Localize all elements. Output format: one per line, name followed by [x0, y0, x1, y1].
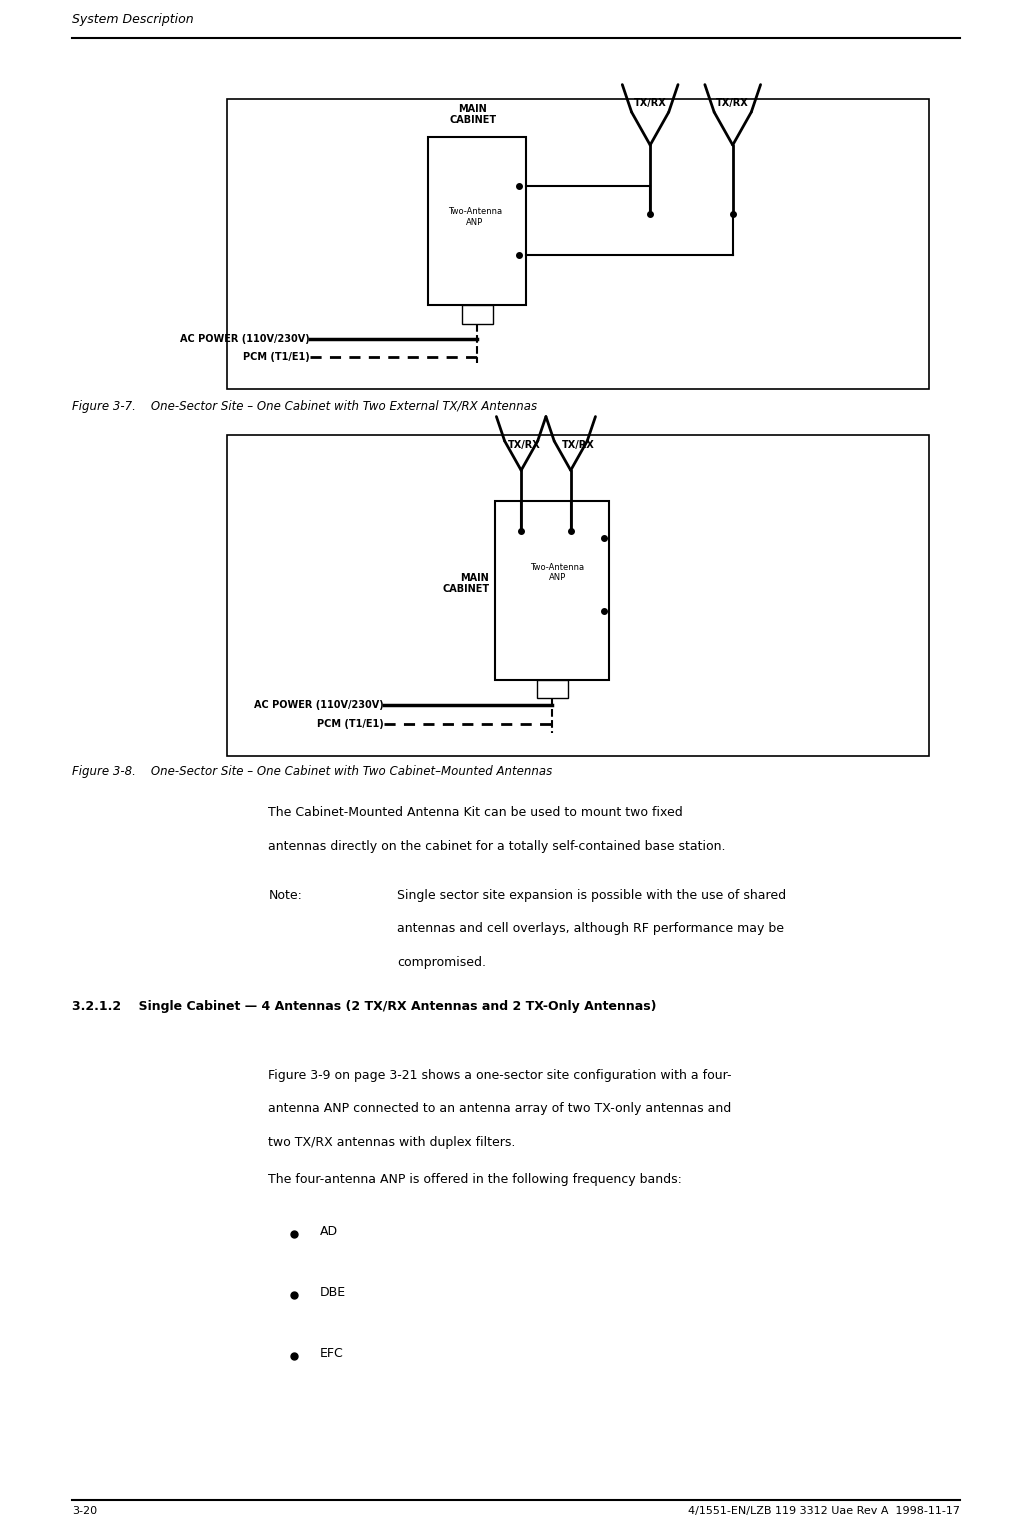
Bar: [227, 99, 929, 389]
Text: Figure 3-9 on page 3-21 shows a one-sector site configuration with a four-: Figure 3-9 on page 3-21 shows a one-sect…: [268, 1069, 732, 1083]
Text: AD: AD: [320, 1225, 338, 1238]
Text: The four-antenna ANP is offered in the following frequency bands:: The four-antenna ANP is offered in the f…: [268, 1173, 682, 1186]
Text: Figure 3-8.    One-Sector Site – One Cabinet with Two Cabinet–Mounted Antennas: Figure 3-8. One-Sector Site – One Cabine…: [72, 765, 552, 779]
Text: TX/RX: TX/RX: [508, 440, 541, 450]
Text: MAIN
CABINET: MAIN CABINET: [442, 573, 489, 594]
Bar: [495, 501, 609, 680]
Bar: [537, 680, 568, 698]
Text: AC POWER (110V/230V): AC POWER (110V/230V): [254, 701, 384, 710]
Text: compromised.: compromised.: [397, 956, 486, 970]
Text: antennas and cell overlays, although RF performance may be: antennas and cell overlays, although RF …: [397, 922, 784, 936]
Bar: [462, 305, 493, 324]
Text: 4/1551-EN/LZB 119 3312 Uae Rev A  1998-11-17: 4/1551-EN/LZB 119 3312 Uae Rev A 1998-11…: [687, 1506, 960, 1516]
Text: antennas directly on the cabinet for a totally self-contained base station.: antennas directly on the cabinet for a t…: [268, 840, 725, 854]
Text: PCM (T1/E1): PCM (T1/E1): [243, 353, 310, 362]
Text: Note:: Note:: [268, 889, 302, 902]
Text: Figure 3-7.    One-Sector Site – One Cabinet with Two External TX/RX Antennas: Figure 3-7. One-Sector Site – One Cabine…: [72, 400, 538, 414]
Text: TX/RX: TX/RX: [634, 98, 667, 108]
Bar: [428, 137, 526, 305]
Text: Single sector site expansion is possible with the use of shared: Single sector site expansion is possible…: [397, 889, 786, 902]
Bar: [227, 435, 929, 756]
Text: EFC: EFC: [320, 1347, 344, 1361]
Text: PCM (T1/E1): PCM (T1/E1): [317, 719, 384, 728]
Text: MAIN
CABINET: MAIN CABINET: [449, 104, 496, 125]
Text: The Cabinet-Mounted Antenna Kit can be used to mount two fixed: The Cabinet-Mounted Antenna Kit can be u…: [268, 806, 683, 820]
Text: 3.2.1.2    Single Cabinet — 4 Antennas (2 TX/RX Antennas and 2 TX-Only Antennas): 3.2.1.2 Single Cabinet — 4 Antennas (2 T…: [72, 1000, 656, 1014]
Text: Two-Antenna
ANP: Two-Antenna ANP: [448, 208, 502, 226]
Text: Two-Antenna
ANP: Two-Antenna ANP: [530, 563, 584, 582]
Text: AC POWER (110V/230V): AC POWER (110V/230V): [180, 334, 310, 344]
Text: antenna ANP connected to an antenna array of two TX-only antennas and: antenna ANP connected to an antenna arra…: [268, 1102, 732, 1116]
Text: TX/RX: TX/RX: [561, 440, 594, 450]
Text: TX/RX: TX/RX: [716, 98, 749, 108]
Text: DBE: DBE: [320, 1286, 346, 1299]
Text: System Description: System Description: [72, 12, 194, 26]
Text: two TX/RX antennas with duplex filters.: two TX/RX antennas with duplex filters.: [268, 1136, 516, 1150]
Text: 3-20: 3-20: [72, 1506, 97, 1516]
